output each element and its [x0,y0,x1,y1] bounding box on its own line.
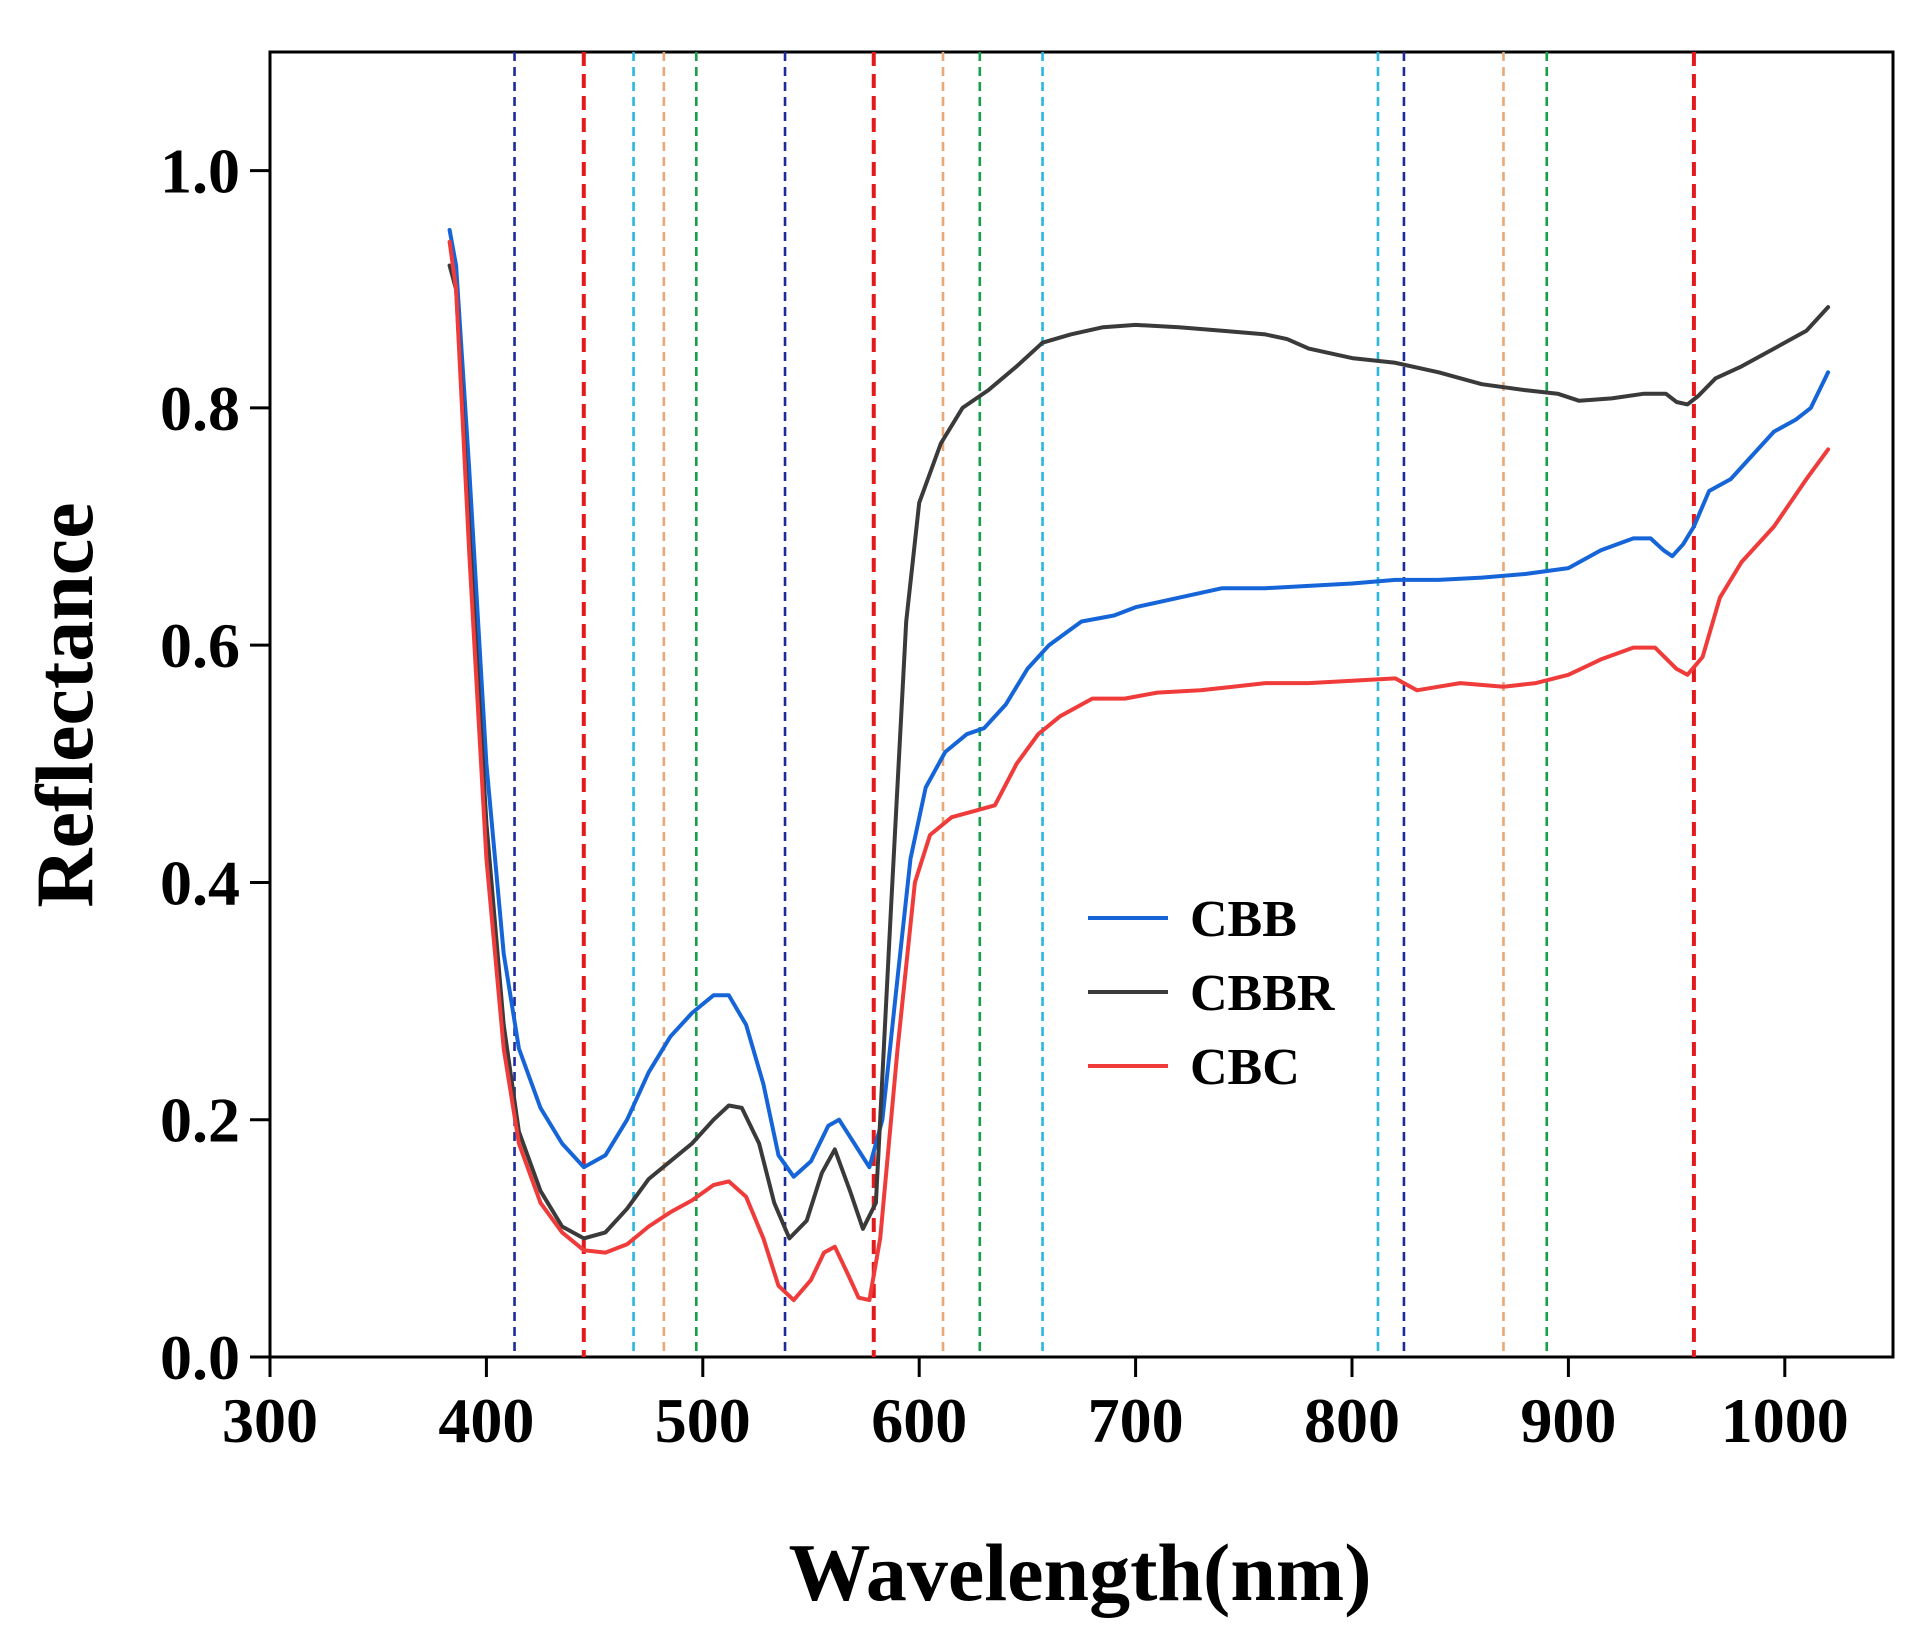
x-axis-ticks: 300 400 500 600 700 800 900 1000 [222,1357,1849,1456]
series-lines [447,228,1831,1303]
legend-label-cbbr: CBBR [1190,965,1336,1022]
y-tick-label: 1.0 [160,136,240,207]
plot-frame [268,50,1895,1359]
legend: CBB CBBR CBC [1088,891,1336,1096]
y-tick-label: 0.0 [160,1322,240,1393]
series-line-cbc [447,239,1831,1303]
x-tick-label: 300 [222,1385,318,1456]
series-line-cbbr [447,263,1831,1241]
y-axis-title: Reflectance [19,502,110,907]
x-tick-label: 800 [1304,1385,1400,1456]
y-axis-ticks: 0.0 0.2 0.4 0.6 0.8 1.0 [160,136,270,1393]
legend-label-cbc: CBC [1190,1039,1300,1096]
legend-label-cbb: CBB [1190,891,1297,948]
x-axis-title: Wavelength(nm) [788,1527,1371,1618]
y-tick-label: 0.8 [160,373,240,444]
reference-lines [513,52,1696,1357]
y-tick-label: 0.4 [160,847,240,918]
y-tick-label: 0.6 [160,610,240,681]
x-tick-label: 900 [1520,1385,1616,1456]
x-tick-label: 1000 [1721,1385,1849,1456]
series-line-cbb [447,228,1831,1179]
x-tick-label: 400 [438,1385,534,1456]
y-tick-label: 0.2 [160,1085,240,1156]
x-tick-label: 500 [655,1385,751,1456]
x-tick-label: 700 [1088,1385,1184,1456]
x-tick-label: 600 [871,1385,967,1456]
